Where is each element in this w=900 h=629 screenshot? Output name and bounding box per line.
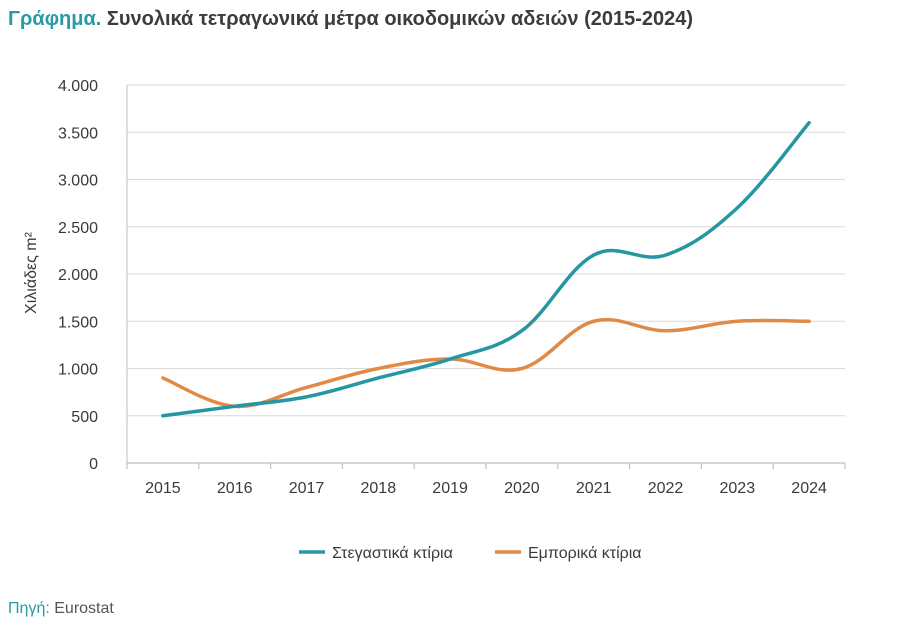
legend-item-residential: Στεγαστικά κτίρια bbox=[299, 545, 453, 562]
x-axis bbox=[126, 85, 846, 469]
chart-title-text: Συνολικά τετραγωνικά μέτρα οικοδομικών α… bbox=[106, 8, 694, 30]
y-tick-labels: 0 500 1.000 1.500 2.000 2.500 3.000 3.500 4.000 bbox=[58, 78, 98, 473]
y-tick-label: 500 bbox=[71, 409, 98, 426]
source-label: Πηγή: bbox=[8, 600, 50, 617]
legend-label: Στεγαστικά κτίρια bbox=[332, 545, 453, 562]
y-tick-label: 1.500 bbox=[58, 314, 98, 331]
y-tick-label: 3.000 bbox=[58, 173, 98, 190]
x-tick-label: 2016 bbox=[217, 480, 253, 497]
x-tick-label: 2021 bbox=[576, 480, 612, 497]
legend: Στεγαστικά κτίρια Εμπορικά κτίρια bbox=[299, 545, 642, 562]
y-tick-label: 2.500 bbox=[58, 220, 98, 237]
x-tick-label: 2017 bbox=[289, 480, 325, 497]
x-tick-label: 2019 bbox=[432, 480, 468, 497]
x-tick-label: 2020 bbox=[504, 480, 540, 497]
legend-item-commercial: Εμπορικά κτίρια bbox=[495, 545, 642, 562]
x-tick-label: 2023 bbox=[720, 480, 756, 497]
line-chart: 05001.0001.5002.0002.5003.0003.5004.000 … bbox=[23, 78, 846, 562]
series-line-commercial bbox=[161, 317, 811, 409]
x-tick-label: 2022 bbox=[648, 480, 684, 497]
y-axis-label: Χιλιάδες m² bbox=[23, 231, 40, 314]
series-line-residential bbox=[161, 121, 811, 418]
y-tick-label: 4.000 bbox=[58, 78, 98, 95]
x-tick-label: 2018 bbox=[361, 480, 397, 497]
y-tick-label: 3.500 bbox=[58, 125, 98, 142]
y-tick-label: 1.000 bbox=[58, 362, 98, 379]
chart-title: Γράφημα. Συνολικά τετραγωνικά μέτρα οικο… bbox=[8, 8, 693, 31]
source-value: Eurostat bbox=[54, 600, 114, 617]
legend-label: Εμπορικά κτίρια bbox=[528, 545, 642, 562]
x-tick-labels: 2015 2016 2017 2018 2019 2020 2021 2022 2023 2024 bbox=[145, 480, 827, 497]
x-tick-label: 2024 bbox=[791, 480, 827, 497]
series-lines bbox=[161, 121, 811, 418]
chart-title-lead: Γράφημα. bbox=[8, 8, 102, 30]
x-tick-label: 2015 bbox=[145, 480, 181, 497]
y-tick-label: 0 bbox=[89, 456, 98, 473]
source-note: Πηγή: Eurostat bbox=[8, 600, 114, 618]
y-tick-label: 2.000 bbox=[58, 267, 98, 284]
